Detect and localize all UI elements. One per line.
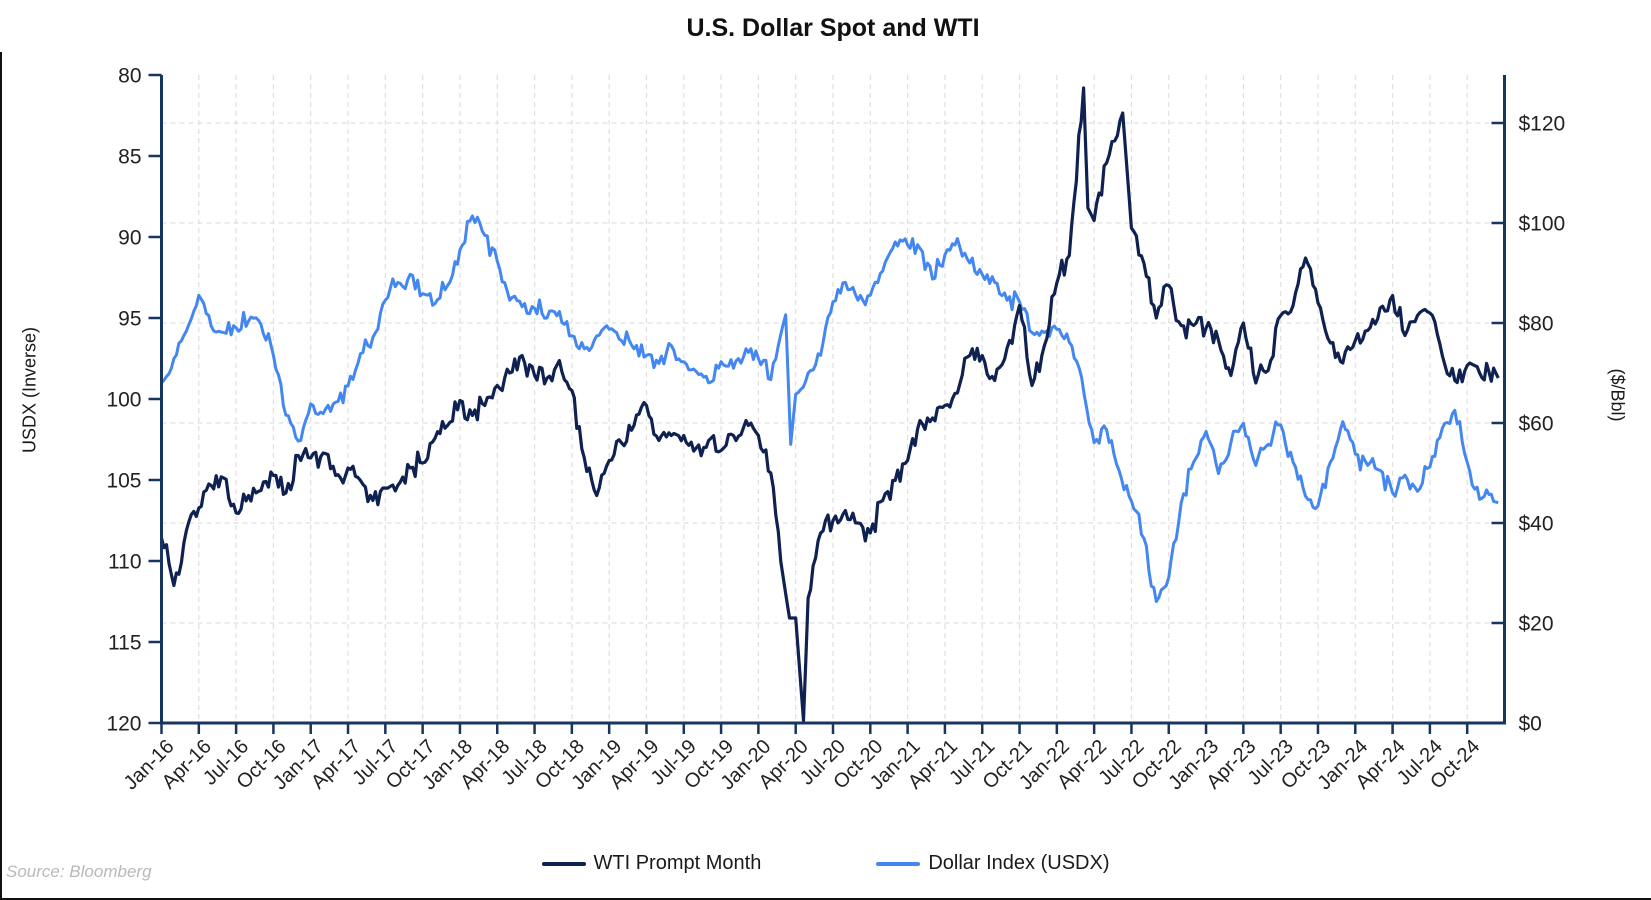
right-axis-tick-label: $40 [1519,513,1554,536]
left-axis-tick-label: 115 [108,632,141,655]
screenshot-bottom-border [0,898,1651,900]
legend-label-usdx: Dollar Index (USDX) [928,852,1110,874]
usdx-line [160,214,1499,603]
wti-line [159,86,1500,723]
legend-entry-wti: WTI Prompt Month [541,852,762,875]
right-axis-tick-label: $0 [1519,713,1542,736]
left-axis-tick-label: 120 [106,713,141,736]
left-axis-tick-label: 85 [118,146,141,169]
left-axis-tick-label: 90 [118,227,141,250]
usdx-line-swatch [876,861,921,866]
left-axis-tick-label: 105 [106,470,141,493]
chart-title: U.S. Dollar Spot and WTI [686,14,980,42]
wti-line-swatch [541,861,586,866]
screenshot-left-border [0,52,2,900]
right-axis-tick-label: $80 [1519,313,1554,336]
right-axis-tick-label: $100 [1519,213,1566,236]
legend-entry-usdx: Dollar Index (USDX) [876,852,1109,875]
left-axis-tick-label: 80 [118,65,141,88]
source-note: Source: Bloomberg [6,862,152,881]
right-axis-tick-label: $120 [1519,113,1566,136]
legend: WTI Prompt Month Dollar Index (USDX) [0,852,1651,875]
left-axis-tick-label: 95 [118,308,141,331]
right-axis-title: ($/Bbl) [1607,368,1628,422]
left-axis-tick-label: 100 [106,389,141,412]
left-axis-title: USDX (Inverse) [19,326,40,454]
legend-label-wti: WTI Prompt Month [593,852,762,874]
left-axis-tick-label: 110 [108,551,141,574]
right-axis-tick-label: $20 [1519,613,1554,636]
right-axis-tick-label: $60 [1519,413,1554,436]
